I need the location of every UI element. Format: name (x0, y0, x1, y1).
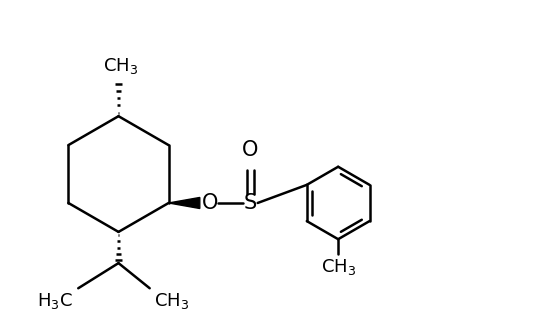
Text: CH$_3$: CH$_3$ (154, 291, 189, 311)
Text: CH$_3$: CH$_3$ (103, 56, 139, 76)
Text: S: S (244, 193, 257, 213)
Text: O: O (202, 193, 218, 213)
Text: O: O (242, 140, 258, 160)
Polygon shape (169, 197, 200, 208)
Text: CH$_3$: CH$_3$ (320, 257, 356, 277)
Text: H$_3$C: H$_3$C (37, 291, 73, 311)
